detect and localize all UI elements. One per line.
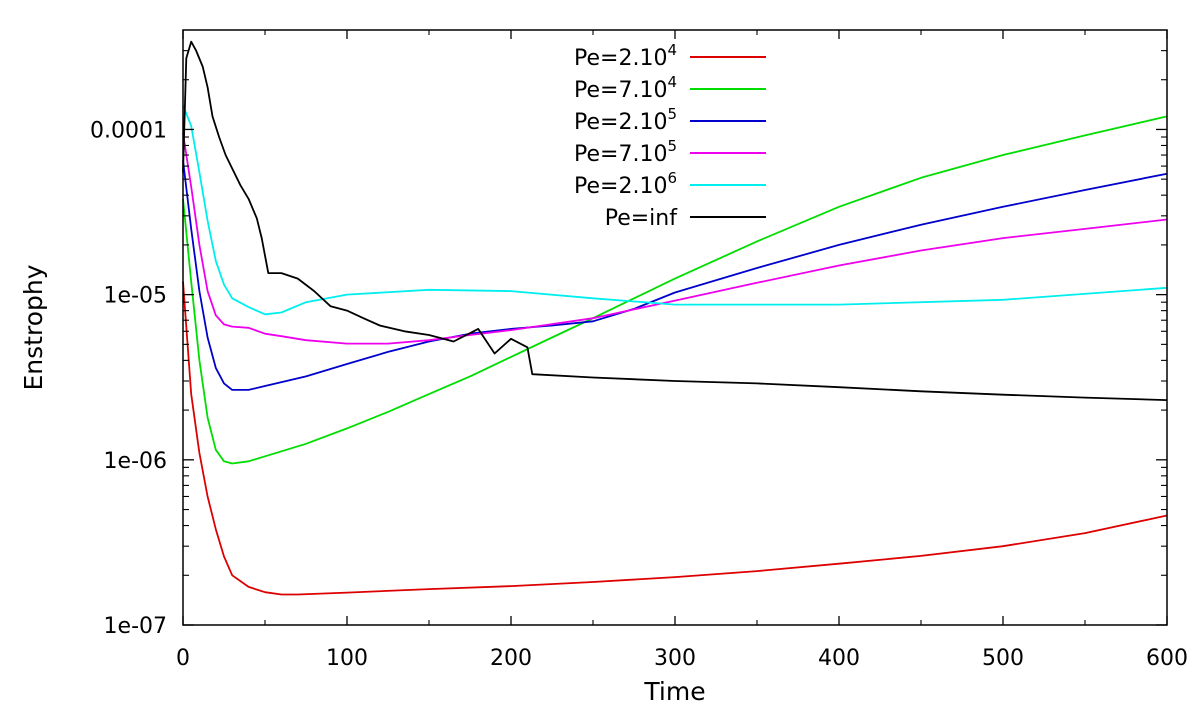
x-tick-label: 600 bbox=[1146, 646, 1188, 671]
legend-label-exponent: 6 bbox=[667, 169, 677, 187]
legend-label-6: Pe=inf bbox=[605, 206, 679, 231]
y-tick-label: 0.0001 bbox=[90, 118, 167, 143]
y-axis-label: Enstrophy bbox=[19, 264, 48, 390]
series-line-5 bbox=[182, 104, 1168, 316]
legend-label-exponent: 5 bbox=[667, 137, 677, 155]
x-tick-label: 400 bbox=[818, 646, 860, 671]
legend: Pe=2.104Pe=7.104Pe=2.105Pe=7.105Pe=2.106… bbox=[574, 41, 766, 231]
x-tick-label: 100 bbox=[326, 646, 368, 671]
legend-label-2: Pe=7.104 bbox=[574, 73, 677, 103]
legend-label-base: Pe=7.10 bbox=[574, 142, 667, 167]
series-line-3 bbox=[182, 160, 1168, 391]
legend-label-exponent: 4 bbox=[667, 41, 677, 59]
legend-label-exponent: 5 bbox=[667, 105, 677, 123]
series-line-6 bbox=[182, 40, 1168, 401]
legend-label-base: Pe=2.10 bbox=[574, 110, 667, 135]
series-layer bbox=[182, 40, 1168, 596]
x-tick-label: 300 bbox=[654, 646, 696, 671]
legend-label-exponent: 4 bbox=[667, 73, 677, 91]
legend-label-4: Pe=7.105 bbox=[574, 137, 677, 167]
x-tick-label: 200 bbox=[490, 646, 532, 671]
legend-label-base: Pe=2.10 bbox=[574, 174, 667, 199]
series-line-1 bbox=[182, 281, 1168, 596]
legend-label-base: Pe=inf bbox=[605, 206, 679, 231]
y-tick-label: 1e-07 bbox=[104, 614, 167, 639]
y-tick-label: 1e-05 bbox=[104, 284, 167, 309]
legend-label-5: Pe=2.106 bbox=[574, 169, 677, 199]
x-tick-label: 0 bbox=[176, 646, 190, 671]
legend-label-3: Pe=2.105 bbox=[574, 105, 677, 135]
y-tick-label: 1e-06 bbox=[104, 449, 167, 474]
x-axis-label: Time bbox=[643, 677, 705, 706]
series-line-2 bbox=[182, 115, 1168, 465]
series-line-4 bbox=[182, 132, 1168, 345]
axes-layer: 0 100 200 300 400 500 600 1e-07 1e-06 1e-05 0.0001 bbox=[90, 29, 1188, 671]
legend-label-base: Pe=7.10 bbox=[574, 78, 667, 103]
x-tick-label: 500 bbox=[982, 646, 1024, 671]
legend-label-1: Pe=2.104 bbox=[574, 41, 677, 71]
legend-label-base: Pe=2.10 bbox=[574, 46, 667, 71]
